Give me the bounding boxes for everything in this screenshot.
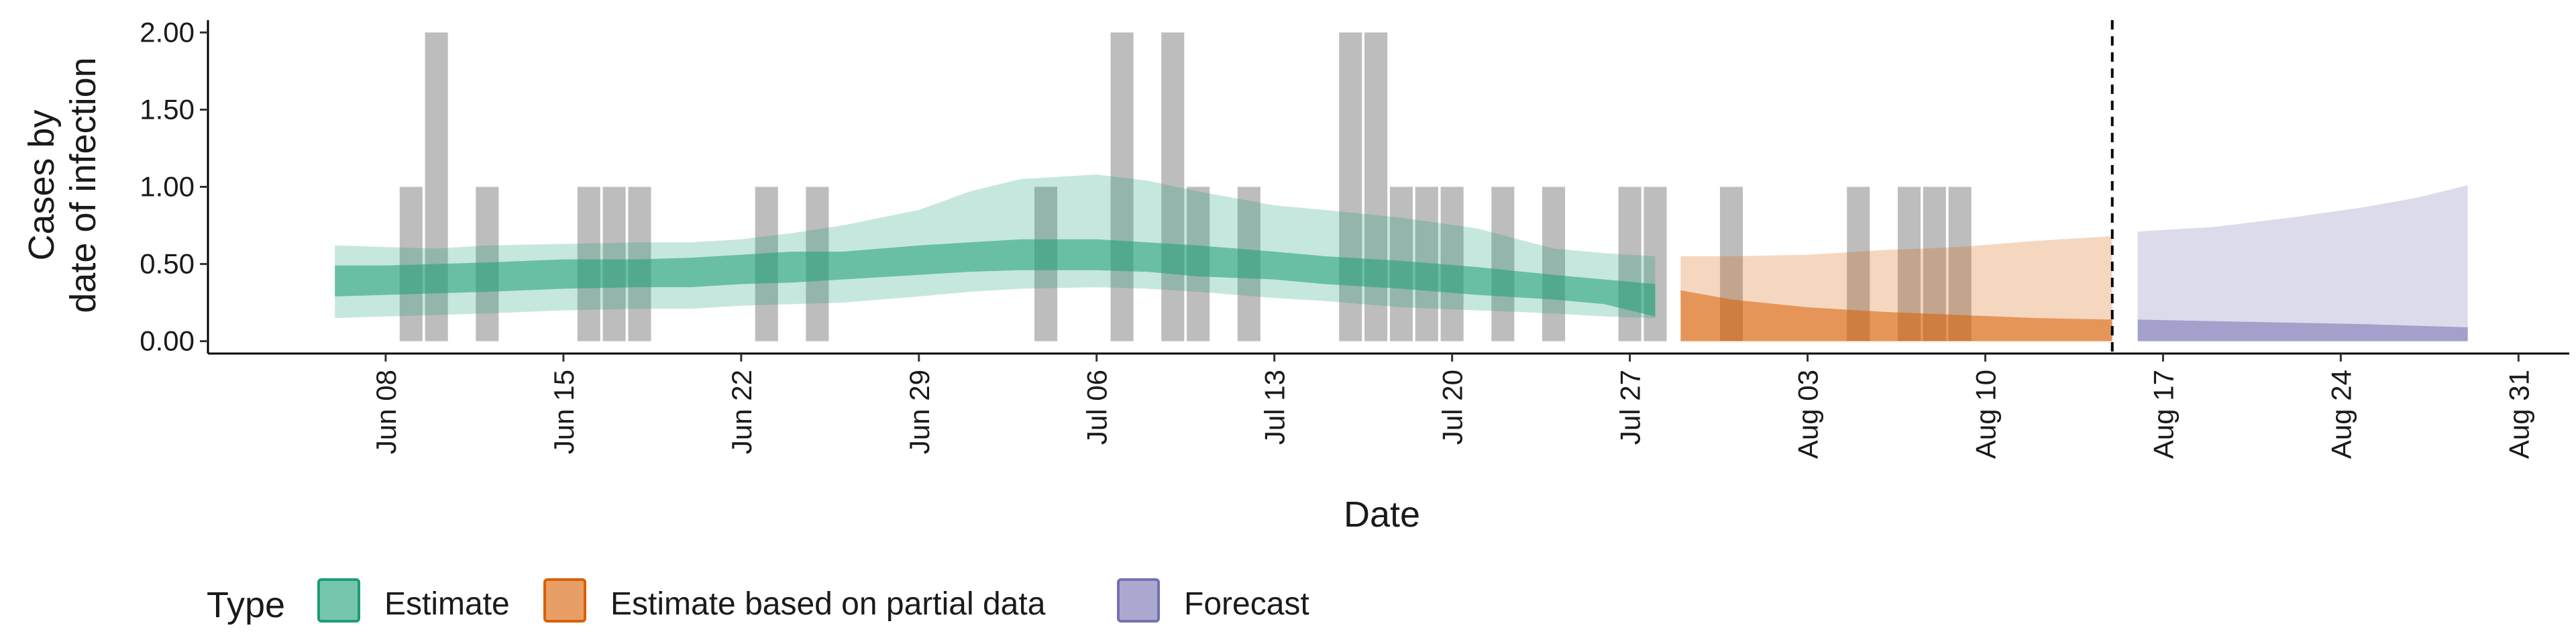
- reported-case-bar-17: [1440, 186, 1464, 341]
- y-tick-label-1: 0.50: [140, 248, 195, 280]
- y-tick-label-4: 2.00: [140, 16, 195, 48]
- y-tick-label-2: 1.00: [140, 171, 195, 203]
- y-tick-label-0: 0.00: [140, 325, 195, 357]
- reported-case-bar-10: [1161, 32, 1185, 341]
- ticks: 0.00 0.50 1.00 1.50 2.00 Jun 08 Jun 15 Jun 22 Ju…: [140, 16, 2534, 459]
- reported-case-bar-9: [1110, 32, 1134, 341]
- reported-case-bar-20: [1618, 186, 1642, 341]
- x-tick-label-3: Jun 29: [904, 370, 935, 454]
- reported-case-bar-19: [1542, 186, 1566, 341]
- x-tick-label-5: Jul 13: [1259, 370, 1291, 445]
- band-inner-forecast: [2137, 319, 2468, 341]
- y-axis-title-line-1: Cases by: [21, 109, 62, 260]
- x-tick-label-11: Aug 24: [2325, 370, 2357, 459]
- x-axis-title: Date: [1344, 494, 1420, 535]
- y-axis-title-line-2: date of infection: [63, 57, 103, 313]
- band-inner-estimate: [335, 239, 1656, 317]
- legend-swatch-1: [543, 578, 586, 623]
- legend: Type Estimate Estimate based on partial d…: [207, 578, 1309, 625]
- legend-title: Type: [207, 585, 285, 625]
- x-tick-label-7: Jul 27: [1615, 370, 1646, 445]
- x-tick-label-10: Aug 17: [2147, 370, 2179, 459]
- legend-label-2: Forecast: [1184, 586, 1309, 622]
- legend-label-1: Estimate based on partial data: [610, 586, 1046, 622]
- reported-case-bar-0: [399, 186, 423, 341]
- legend-swatch-0: [317, 578, 360, 623]
- reported-case-bar-21: [1644, 186, 1667, 341]
- x-tick-label-9: Aug 10: [1970, 370, 2001, 459]
- x-tick-label-6: Jul 20: [1437, 370, 1468, 445]
- legend-label-0: Estimate: [384, 586, 510, 622]
- reported-case-bar-13: [1339, 32, 1362, 341]
- reported-case-bar-18: [1491, 186, 1515, 341]
- band-outer-forecast: [2137, 185, 2468, 341]
- estimate-bands: [335, 174, 2468, 341]
- band-inner-estimate-based-on-partial-data: [1680, 290, 2112, 341]
- x-tick-label-4: Jul 06: [1081, 370, 1113, 445]
- x-tick-label-12: Aug 31: [2503, 370, 2534, 459]
- reported-case-bar-14: [1364, 32, 1388, 341]
- y-tick-label-3: 1.50: [140, 93, 195, 125]
- legend-swatch-2: [1117, 578, 1160, 623]
- x-tick-label-8: Aug 03: [1792, 370, 1824, 459]
- x-tick-label-2: Jun 22: [726, 370, 757, 454]
- x-tick-label-0: Jun 08: [370, 370, 402, 454]
- x-tick-label-1: Jun 15: [548, 370, 580, 454]
